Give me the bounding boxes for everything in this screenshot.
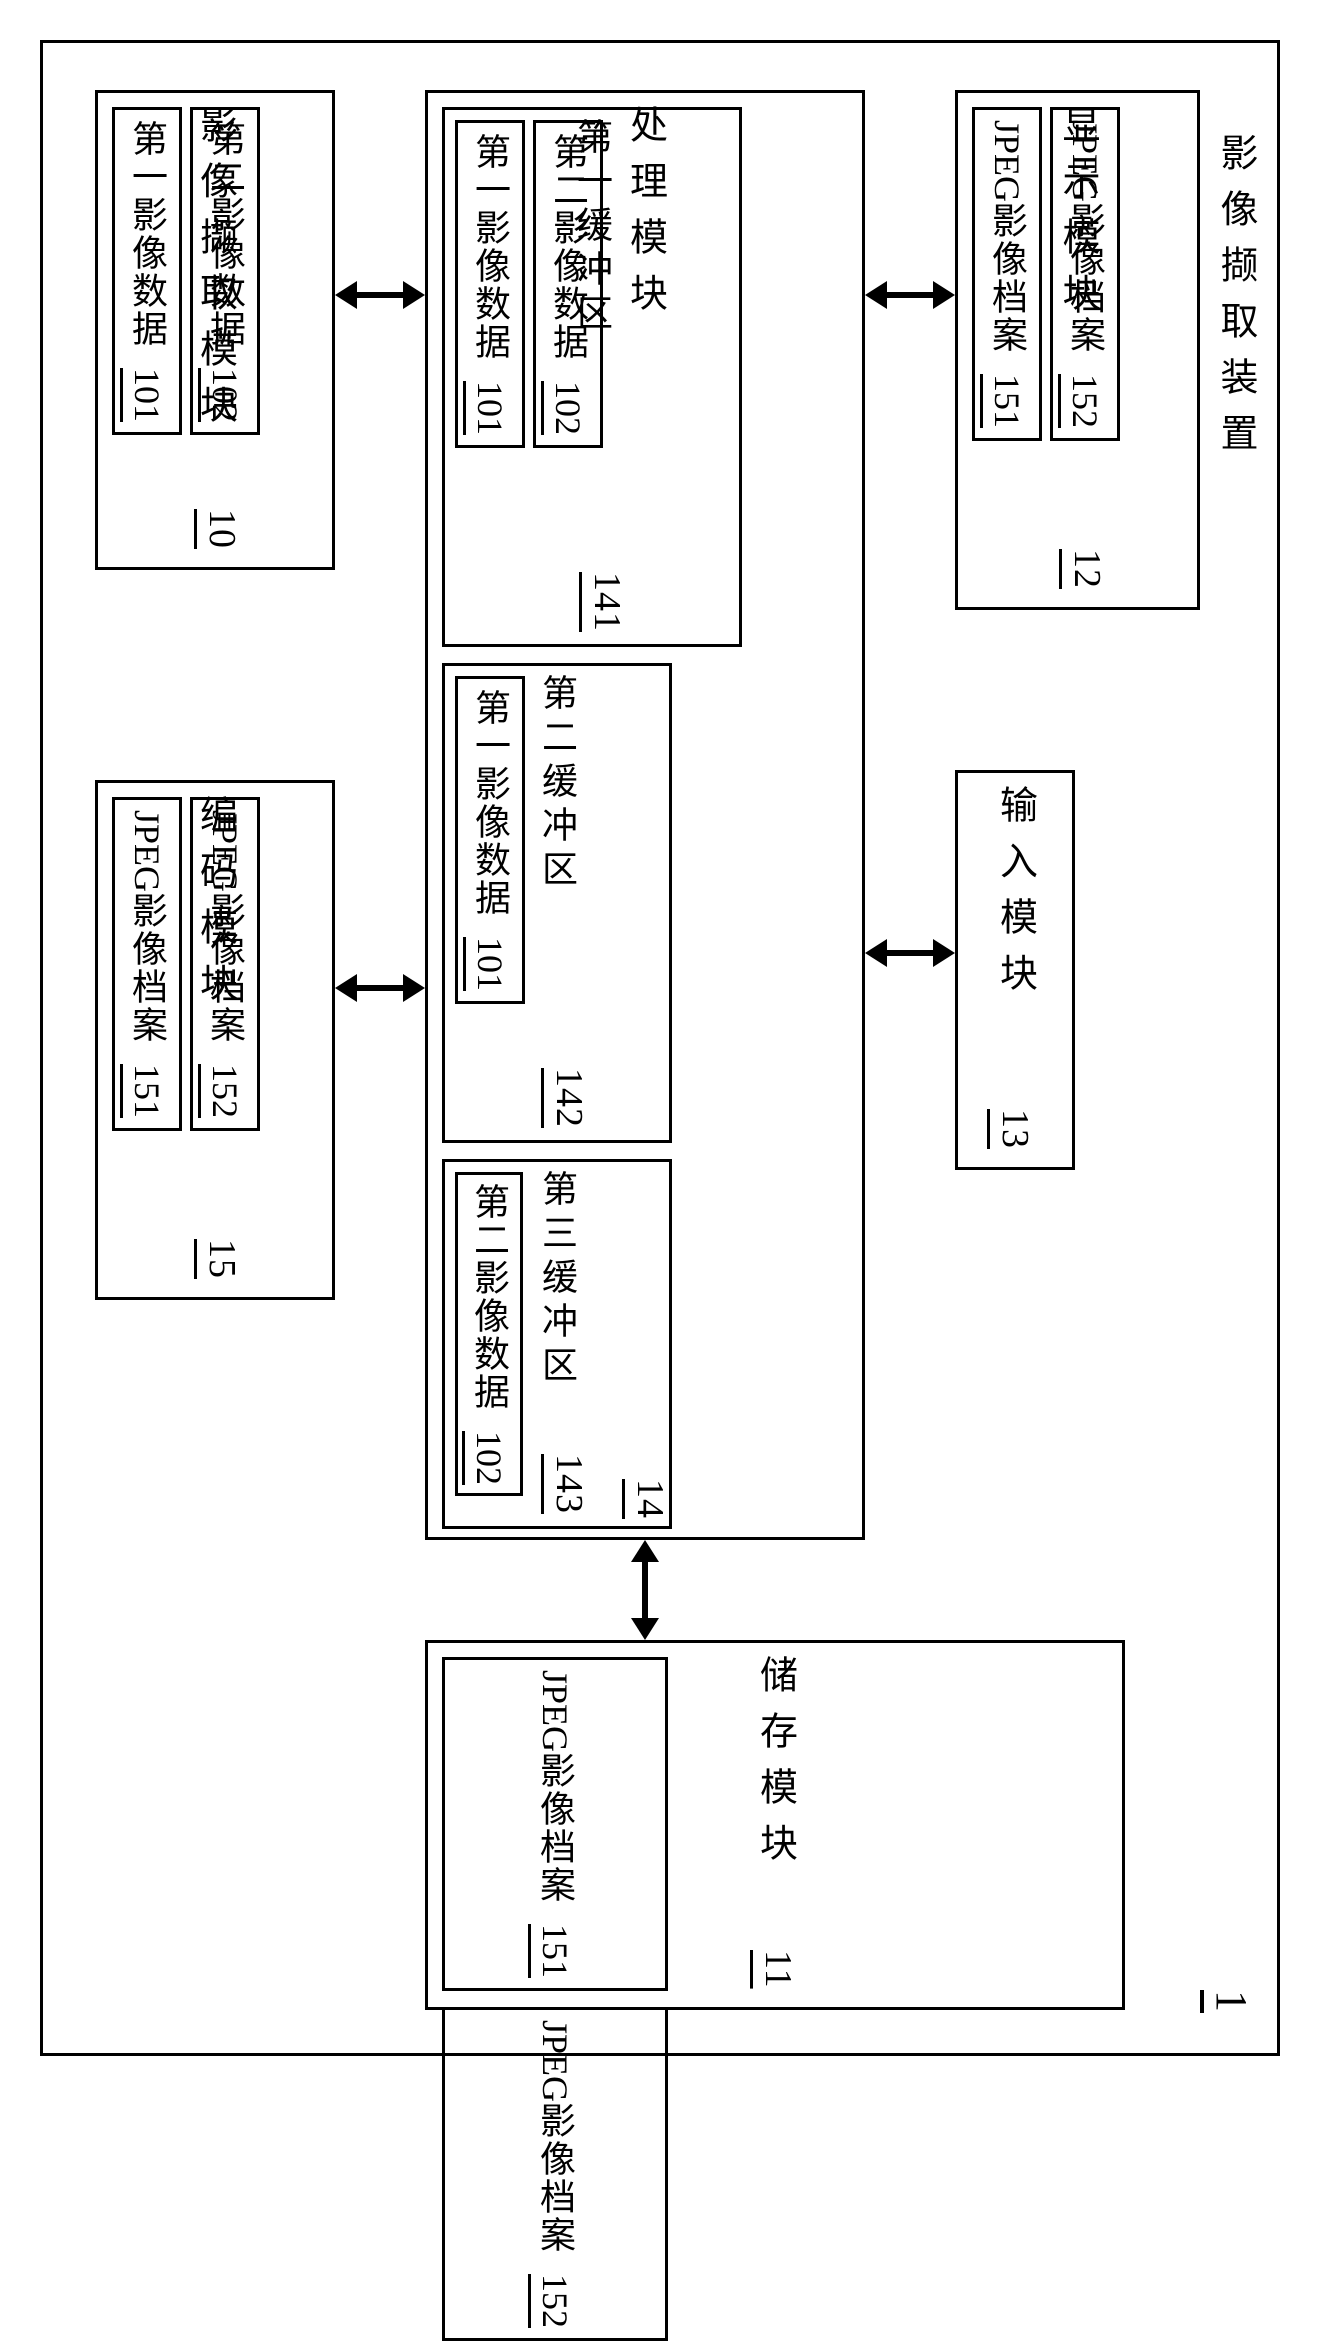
storage-label: 储存模块 xyxy=(754,1655,796,1879)
arrow-process-display xyxy=(883,292,937,298)
arrow-capture-process-head-r xyxy=(403,281,425,309)
buffer-3-items: 第二影像数据102 xyxy=(455,1172,783,1496)
input-title: 输入模块 xyxy=(988,785,1043,1009)
encode-num: 15 xyxy=(200,1239,244,1279)
buffer-3: 第三缓冲区 143 第二影像数据102 xyxy=(442,1159,672,1529)
buffer-1-item-2: 第二影像数据102 xyxy=(533,120,603,448)
storage-num: 11 xyxy=(756,1950,800,1989)
encode-item-1: JPEG影像档案151 xyxy=(112,797,182,1131)
arrow-process-display-head-r xyxy=(933,281,955,309)
capture-module: 影像撷取模块 10 第一影像数据101 第二影像数据102 xyxy=(95,90,335,570)
storage-item-1: JPEG影像档案151 xyxy=(442,1657,668,1991)
storage-module: 储存模块 11 JPEG影像档案151 JPEG影像档案152 xyxy=(425,1640,1125,2010)
buffer-1-item-1: 第一影像数据101 xyxy=(455,120,525,448)
input-label: 输入模块 xyxy=(994,785,1036,1009)
encode-items: JPEG影像档案151 JPEG影像档案152 xyxy=(112,797,572,1131)
buffer-1: 第一缓冲区 141 第一影像数据101 第二影像数据102 xyxy=(442,107,742,647)
arrow-process-input-head-l xyxy=(865,939,887,967)
encode-item-2: JPEG影像档案152 xyxy=(190,797,260,1131)
arrow-process-storage-head-d xyxy=(631,1618,659,1640)
storage-item-2: JPEG影像档案152 xyxy=(442,2007,668,2341)
input-module: 输入模块 13 xyxy=(955,770,1075,1170)
arrow-encode-process-head-r xyxy=(403,974,425,1002)
arrow-process-input-head-r xyxy=(933,939,955,967)
arrow-encode-process xyxy=(353,985,407,991)
buffer-1-items: 第一影像数据101 第二影像数据102 xyxy=(455,120,1123,448)
capture-item-2: 第二影像数据102 xyxy=(190,107,260,435)
arrow-process-storage xyxy=(642,1558,648,1622)
arrow-encode-process-head-l xyxy=(335,974,357,1002)
buffer-3-item-1: 第二影像数据102 xyxy=(455,1172,523,1496)
storage-items: JPEG影像档案151 JPEG影像档案152 xyxy=(442,1657,668,2341)
encode-module: 编码模块 15 JPEG影像档案151 JPEG影像档案152 xyxy=(95,780,335,1300)
capture-num: 10 xyxy=(200,509,244,549)
capture-item-1: 第一影像数据101 xyxy=(112,107,182,435)
storage-title: 储存模块 xyxy=(748,1655,803,1879)
arrow-process-input xyxy=(883,950,937,956)
buffer-1-num: 141 xyxy=(585,572,629,632)
arrow-process-display-head-l xyxy=(865,281,887,309)
arrow-capture-process-head-l xyxy=(335,281,357,309)
arrow-capture-process xyxy=(353,292,407,298)
display-num: 12 xyxy=(1065,549,1109,589)
input-num: 13 xyxy=(993,1109,1037,1149)
outer-num: 1 xyxy=(1206,1990,1257,2013)
diagram-canvas: 影像撷取装置 1 影像撷取模块 10 第一影像数据101 第二影像数据102 显… xyxy=(0,0,1320,2096)
arrow-process-storage-head-u xyxy=(631,1540,659,1562)
